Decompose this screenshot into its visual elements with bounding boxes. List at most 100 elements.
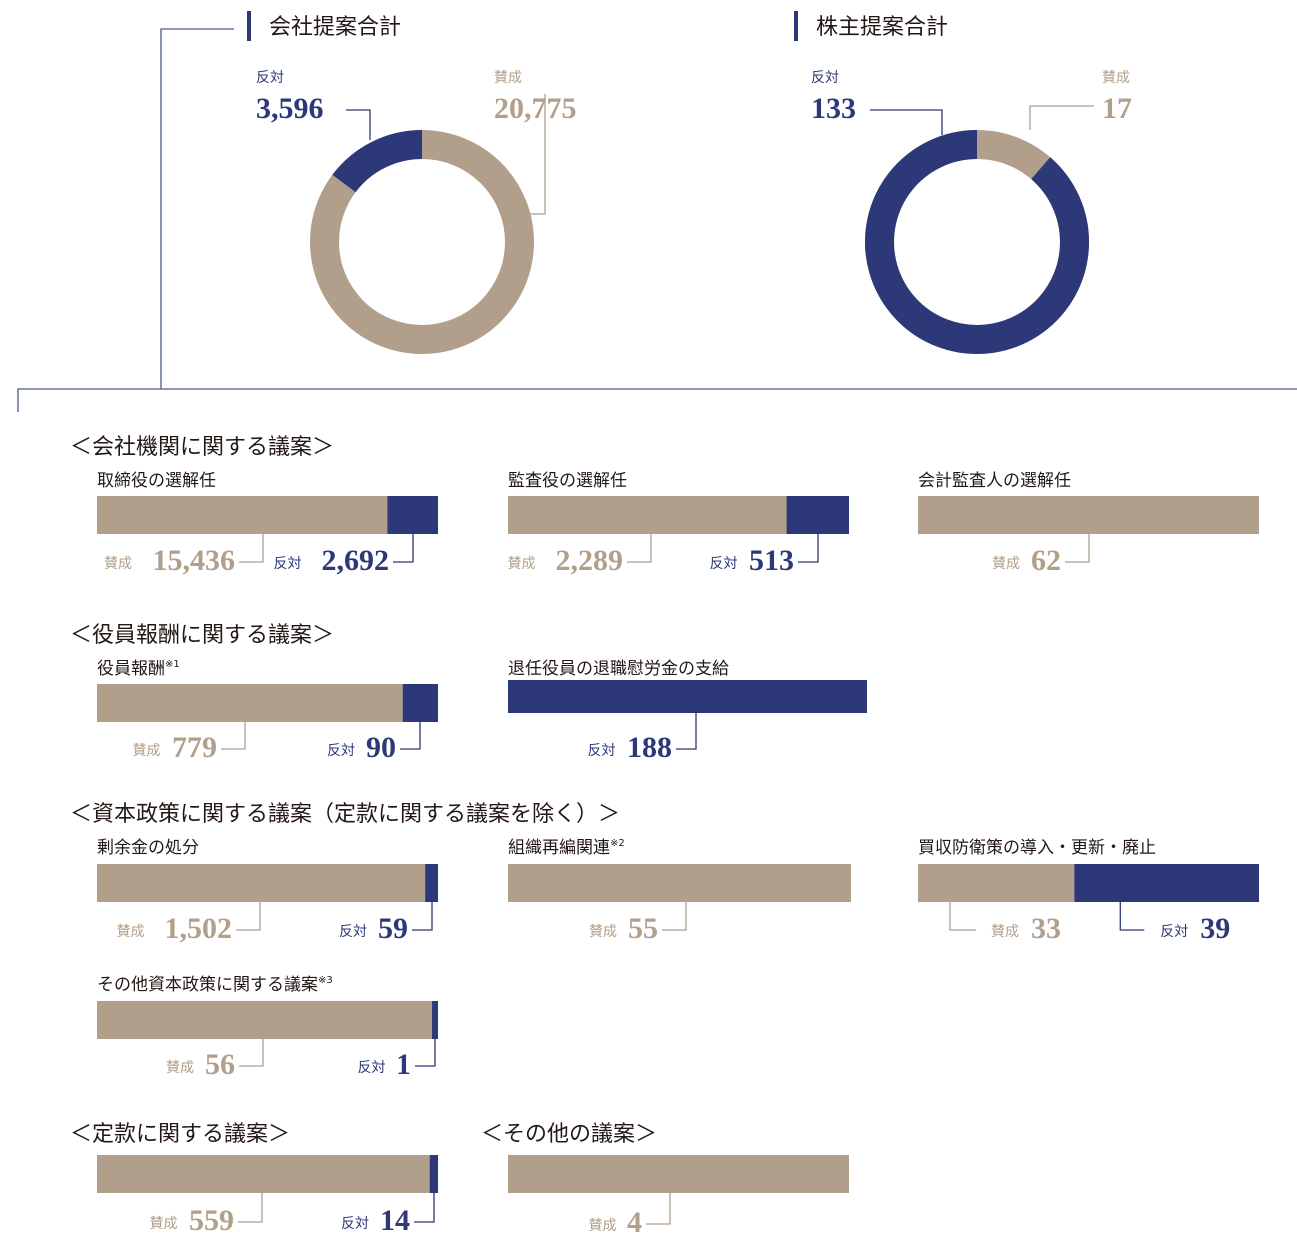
bar-9-yes-leader <box>238 1193 263 1223</box>
bar-5-label: 剰余金の処分 <box>97 838 199 858</box>
company-title: 会社提案合計 <box>269 15 401 40</box>
bar-2-yes-value: 62 <box>1031 544 1061 577</box>
bar-7-segment-no <box>1074 864 1259 902</box>
shareholder-no-value: 133 <box>811 92 856 125</box>
bar-3-segment-yes <box>97 684 403 722</box>
shareholder-slice-no <box>865 130 1089 354</box>
bar-6-label: 組織再編関連※2 <box>508 838 625 858</box>
shareholder-title-marker <box>794 11 798 41</box>
bar-4-no-label: 反対 <box>588 743 616 759</box>
bar-0-no-label: 反対 <box>274 556 302 572</box>
bar-9-no-label: 反対 <box>341 1216 369 1232</box>
bar-1-no-label: 反対 <box>710 556 738 572</box>
bar-2-yes-leader <box>1065 534 1090 563</box>
bar-0-segment-yes <box>97 496 388 534</box>
bar-8-segment-no <box>432 1001 438 1039</box>
company-no-label: 反対 <box>256 70 284 86</box>
bar-6-yes-leader <box>662 902 687 931</box>
bar-1-yes-label: 賛成 <box>508 556 536 572</box>
bar-1-label: 監査役の選解任 <box>508 471 627 491</box>
bar-1-yes-leader <box>627 534 652 563</box>
bar-0-no-value: 2,692 <box>322 544 390 577</box>
shareholder-title: 株主提案合計 <box>816 15 948 40</box>
company-yes-leader <box>528 94 546 215</box>
bar-8-yes-value: 56 <box>205 1048 235 1081</box>
bar-5-yes-leader <box>236 902 261 931</box>
bar-9-segment-yes <box>97 1155 430 1193</box>
bar-2-label: 会計監査人の選解任 <box>918 471 1071 491</box>
shareholder-yes-label: 賛成 <box>1102 70 1130 86</box>
company-title-marker <box>247 11 251 41</box>
bar-6-note: ※2 <box>610 838 625 849</box>
bar-1-no-value: 513 <box>749 544 794 577</box>
divider-line <box>17 388 1297 412</box>
bar-8-yes-leader <box>239 1039 264 1067</box>
bar-3-no-value: 90 <box>366 731 396 764</box>
bar-0-label: 取締役の選解任 <box>97 471 216 491</box>
bar-10-yes-value: 4 <box>627 1206 642 1239</box>
bar-10-yes-label: 賛成 <box>589 1218 617 1234</box>
shareholder-no-leader <box>870 109 943 135</box>
bar-5-no-label: 反対 <box>339 924 367 940</box>
bar-7-label: 買収防衛策の導入・更新・廃止 <box>918 838 1156 858</box>
company-slice-no <box>332 130 423 193</box>
bar-10-segment-yes <box>508 1155 849 1193</box>
bar-7-yes-value: 33 <box>1031 912 1061 945</box>
bar-9-segment-no <box>429 1155 438 1193</box>
bar-0-yes-value: 15,436 <box>153 544 236 577</box>
bar-7-yes-leader <box>949 902 976 931</box>
bar-1-yes-value: 2,289 <box>556 544 624 577</box>
bar-5-yes-value: 1,502 <box>165 912 233 945</box>
section-heading-s1: ＜会社機関に関する議案＞ <box>70 435 334 460</box>
bar-4-segment-no <box>508 680 867 713</box>
bar-2-segment-yes <box>918 496 1259 534</box>
section-heading-s3: ＜資本政策に関する議案（定款に関する議案を除く）＞ <box>70 802 620 827</box>
bar-4-label: 退任役員の退職慰労金の支給 <box>508 659 729 679</box>
bar-3-segment-no <box>402 684 438 722</box>
bar-0-segment-no <box>387 496 438 534</box>
bar-4-no-value: 188 <box>627 731 672 764</box>
section-heading-s2: ＜役員報酬に関する議案＞ <box>70 623 334 648</box>
bar-8-segment-yes <box>97 1001 433 1039</box>
bar-6-segment-yes <box>508 864 851 902</box>
bar-3-yes-leader <box>221 722 246 750</box>
bar-3-label: 役員報酬※1 <box>97 659 180 679</box>
bar-5-segment-yes <box>97 864 426 902</box>
bar-1-segment-no <box>786 496 849 534</box>
shareholder-no-label: 反対 <box>811 70 839 86</box>
bar-9-no-value: 14 <box>380 1204 410 1237</box>
bar-8-no-value: 1 <box>396 1048 411 1081</box>
shareholder-yes-value: 17 <box>1102 92 1132 125</box>
bar-8-no-label: 反対 <box>358 1060 386 1076</box>
bar-3-note: ※1 <box>165 659 180 670</box>
bar-1-no-leader <box>798 534 819 563</box>
bar-10-yes-leader <box>646 1193 671 1225</box>
bar-8-note: ※3 <box>318 975 333 986</box>
bar-7-no-label: 反対 <box>1160 924 1188 940</box>
bar-5-no-value: 59 <box>378 912 408 945</box>
shareholder-yes-leader <box>1029 105 1094 130</box>
connector-line <box>160 28 234 389</box>
bar-7-segment-yes <box>918 864 1075 902</box>
bar-3-yes-label: 賛成 <box>133 743 161 759</box>
company-no-value: 3,596 <box>256 92 324 125</box>
bar-9-no-leader <box>414 1193 435 1223</box>
bar-8-label: その他資本政策に関する議案※3 <box>97 975 333 995</box>
bar-9-yes-value: 559 <box>189 1204 234 1237</box>
bar-8-yes-label: 賛成 <box>166 1060 194 1076</box>
bar-3-no-leader <box>400 722 421 750</box>
bar-5-no-leader <box>412 902 433 931</box>
bar-6-yes-label: 賛成 <box>589 924 617 940</box>
company-yes-value: 20,775 <box>494 92 577 125</box>
bar-3-no-label: 反対 <box>327 743 355 759</box>
bar-6-yes-value: 55 <box>628 912 658 945</box>
bar-8-no-leader <box>415 1039 436 1067</box>
bar-7-no-leader <box>1119 902 1145 931</box>
bar-0-no-leader <box>393 534 414 563</box>
section-heading-s4: ＜定款に関する議案＞ <box>70 1122 290 1147</box>
bar-2-yes-label: 賛成 <box>992 556 1020 572</box>
bar-0-yes-label: 賛成 <box>104 556 132 572</box>
company-yes-label: 賛成 <box>494 70 522 86</box>
bar-7-no-value: 39 <box>1200 912 1230 945</box>
